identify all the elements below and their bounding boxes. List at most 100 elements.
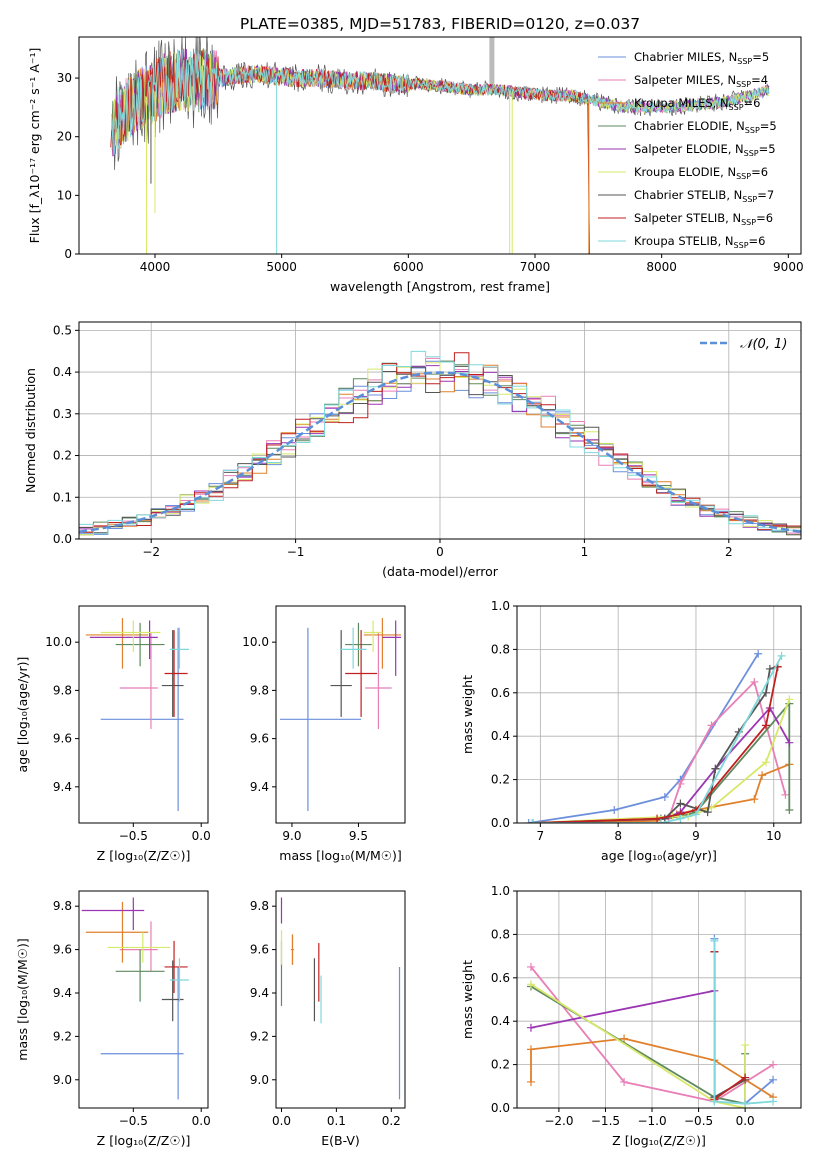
x-tick-label: 2 (725, 545, 733, 559)
errorbar-kroupa-miles (291, 934, 294, 965)
weight-marker (741, 1099, 750, 1108)
weight-marker (676, 779, 685, 788)
weight-marker (754, 649, 763, 658)
weight-marker (741, 1041, 750, 1050)
x-tick-label: −1 (287, 545, 305, 559)
weight-marker (710, 936, 719, 945)
histogram-kroupa-stelib (79, 350, 801, 535)
y-tick-label: 0.0 (491, 1101, 510, 1115)
weight-line-chabrier-elodie (532, 701, 791, 823)
weight-marker (656, 819, 665, 823)
weight-marker (761, 688, 770, 697)
y-tick-label: 9.0 (250, 1073, 269, 1087)
weight-line-kroupa-stelib (532, 655, 783, 823)
mass-vs-extinction-plot: 0.0 0.1 0.2 9.0 9.2 9.4 9.6 9.8 E(B-V) (250, 890, 406, 1148)
y-tick-label: 0.2 (491, 773, 510, 787)
y-tick-label: 9.2 (250, 1029, 269, 1043)
weight-marker (785, 695, 794, 704)
y-tick-label: 9.8 (250, 899, 269, 913)
weight-marker (528, 819, 537, 823)
y-tick-label: 0.4 (53, 365, 72, 379)
x-tick-label: 10 (766, 829, 781, 843)
plot-area (524, 649, 794, 823)
x-tick-label: −1.5 (591, 1114, 620, 1128)
x-tick-label: 9.5 (349, 829, 368, 843)
x-tick-label: 4000 (140, 260, 171, 274)
weight-marker (526, 962, 535, 971)
errorbar-kroupa-stelib (339, 627, 367, 669)
x-axis-label: wavelength [Angstrom, rest frame] (330, 279, 550, 294)
y-tick-label: 0 (64, 247, 72, 261)
weight-marker (660, 792, 669, 801)
y-axis-label: mass weight (460, 960, 475, 1039)
errorbar-kroupa-stelib (169, 627, 189, 669)
y-axis-label: age [log₁₀(age/yr)] (15, 657, 30, 773)
y-tick-label: 30 (57, 71, 72, 85)
mass-weight-vs-age-plot: 7 8 9 10 0.0 0.2 0.4 0.6 0.8 1.0 age [log₁₀(age/yr… (460, 599, 802, 863)
x-axis-label: E(B-V) (321, 1133, 360, 1148)
errorbar-salpeter-stelib (345, 630, 378, 717)
x-tick-label: 9000 (773, 260, 804, 274)
y-tick-label: 20 (57, 130, 72, 144)
y-tick-label: 9.4 (250, 780, 269, 794)
y-tick-label: 10.0 (242, 635, 269, 649)
weight-line-kroupa-stelib (713, 940, 774, 1105)
weight-line-salpeter-stelib (532, 666, 779, 823)
x-tick-label: 1 (581, 545, 589, 559)
weight-line-kroupa-elodie (532, 698, 791, 823)
errorbar-salpeter-miles (119, 921, 158, 972)
plot-area (79, 350, 801, 536)
weight-marker (620, 1077, 629, 1086)
y-axis-label: mass [log₁₀(M/M☉)] (15, 938, 30, 1060)
x-axis-label: Z [log₁₀(Z/Z☉)] (97, 848, 191, 863)
mass-vs-metallicity-plot: −0.5 0.0 9.0 9.2 9.4 9.6 9.8 Z [log₁₀(Z/Z☉)] mas… (15, 890, 211, 1148)
x-axis-label: (data-model)/error (382, 564, 499, 579)
errorbar-chabrier-miles (100, 966, 184, 1100)
weight-marker (758, 771, 767, 780)
weight-marker (524, 819, 533, 823)
plot-area (279, 618, 402, 811)
x-axis-label: Z [log₁₀(Z/Z☉)] (97, 1133, 191, 1148)
x-tick-label: 8 (614, 829, 622, 843)
y-tick-label: 9.8 (53, 683, 72, 697)
y-tick-label: 1.0 (491, 884, 510, 898)
errorbar-salpeter-stelib (164, 940, 188, 993)
weight-marker (710, 1097, 719, 1106)
weight-marker (761, 758, 770, 767)
legend-entry-kroupa-elodie: Kroupa ELODIE, NSSP=6 (634, 165, 768, 181)
errorbar-chabrier-miles (279, 627, 362, 811)
y-tick-label: 0.6 (491, 971, 510, 985)
errorbar-salpeter-elodie (81, 897, 145, 931)
y-tick-label: 0.2 (491, 1058, 510, 1072)
errorbar-salpeter-elodie (89, 620, 158, 660)
x-tick-label: −2.0 (544, 1114, 573, 1128)
plot-area (81, 897, 189, 1100)
age-vs-metallicity-plot: −0.5 0.0 9.4 9.6 9.8 10.0 Z [log₁₀(Z/Z☉)] age [… (15, 605, 211, 863)
weight-marker (691, 810, 700, 819)
x-tick-label: 7 (537, 829, 545, 843)
y-tick-label: 9.6 (53, 732, 72, 746)
errorbar-salpeter-stelib (164, 630, 188, 717)
plot-area (526, 934, 778, 1108)
weight-marker (769, 1075, 778, 1084)
weight-line-salpeter-elodie (530, 989, 715, 1029)
x-tick-label: −0.5 (119, 829, 148, 843)
residual-histogram-plot: −2 −1 0 1 2 0.0 0.1 0.2 0.3 0.4 0.5 (data-model)/er… (23, 321, 802, 579)
spectrum-plot: 4000 5000 6000 7000 8000 9000 0 10 20 30 wavelengt… (27, 36, 804, 294)
errorbar-kroupa-miles (85, 901, 149, 963)
y-axis-label: mass weight (460, 675, 475, 754)
axes-frame (275, 605, 406, 824)
y-tick-label: 0.8 (491, 927, 510, 941)
y-tick-label: 9.4 (250, 986, 269, 1000)
x-tick-label: 0.1 (327, 1114, 346, 1128)
x-tick-label: 9 (692, 829, 700, 843)
y-tick-label: 0.3 (53, 407, 72, 421)
weight-marker (676, 799, 685, 808)
y-tick-label: 0.1 (53, 490, 72, 504)
y-tick-label: 9.8 (250, 683, 269, 697)
axes-frame (516, 890, 802, 1109)
y-tick-label: 0.0 (53, 532, 72, 546)
y-tick-label: 9.4 (53, 780, 72, 794)
errorbar-kroupa-elodie (107, 932, 170, 963)
x-tick-label: 0 (436, 545, 444, 559)
